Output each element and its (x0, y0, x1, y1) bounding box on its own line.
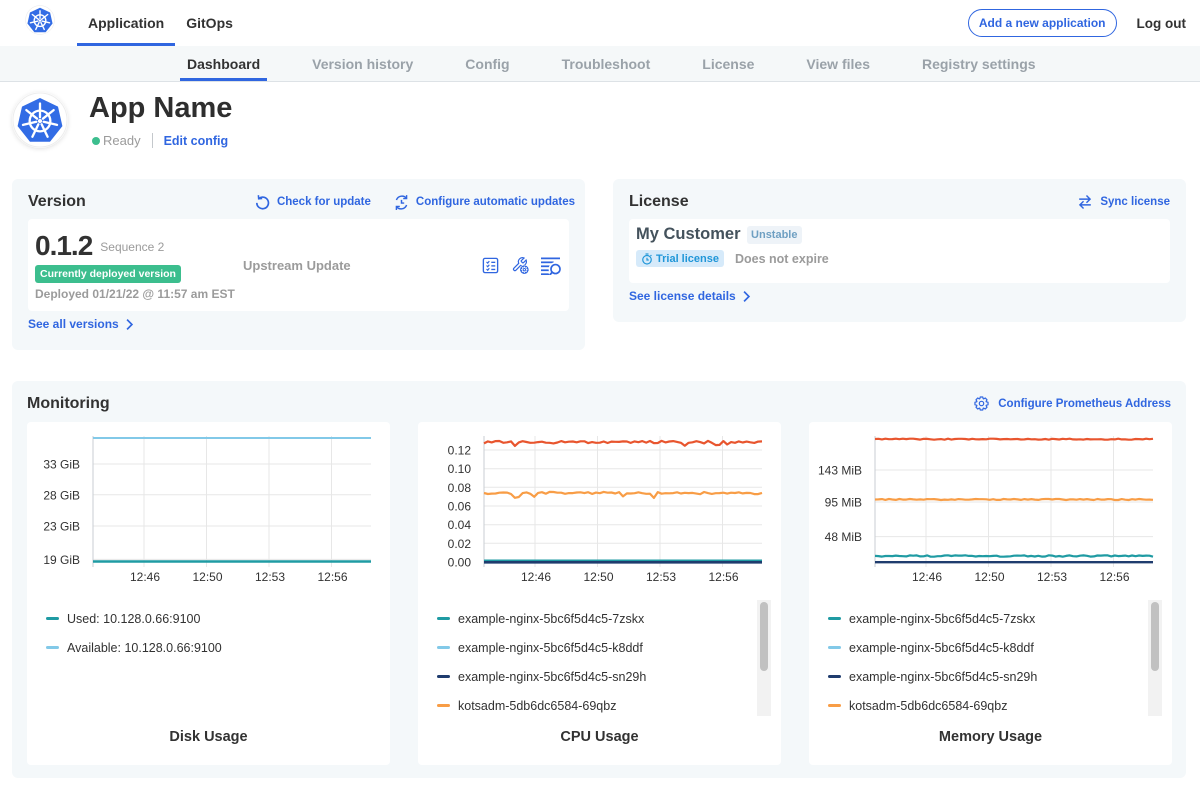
svg-text:0.04: 0.04 (448, 518, 472, 532)
svg-text:12:46: 12:46 (912, 570, 942, 584)
svg-text:0.02: 0.02 (448, 537, 472, 551)
svg-text:12:53: 12:53 (646, 570, 676, 584)
svg-text:12:50: 12:50 (192, 570, 222, 584)
svg-text:23 GiB: 23 GiB (43, 520, 80, 534)
svg-text:0.12: 0.12 (448, 444, 472, 458)
svg-text:28 GiB: 28 GiB (43, 488, 80, 502)
svg-text:143 MiB: 143 MiB (818, 464, 862, 478)
svg-text:33 GiB: 33 GiB (43, 458, 80, 472)
svg-text:12:46: 12:46 (521, 570, 551, 584)
svg-text:0.10: 0.10 (448, 462, 472, 476)
svg-text:0.06: 0.06 (448, 500, 472, 514)
svg-text:12:56: 12:56 (708, 570, 738, 584)
svg-text:95 MiB: 95 MiB (825, 496, 862, 510)
svg-text:12:46: 12:46 (130, 570, 160, 584)
svg-text:19 GiB: 19 GiB (43, 553, 80, 567)
svg-text:12:56: 12:56 (1099, 570, 1129, 584)
svg-text:12:50: 12:50 (974, 570, 1004, 584)
svg-text:12:53: 12:53 (1037, 570, 1067, 584)
svg-text:12:50: 12:50 (583, 570, 613, 584)
svg-text:12:53: 12:53 (255, 570, 285, 584)
svg-text:12:56: 12:56 (317, 570, 347, 584)
svg-text:0.00: 0.00 (448, 556, 472, 570)
svg-text:48 MiB: 48 MiB (825, 530, 862, 544)
svg-text:0.08: 0.08 (448, 481, 472, 495)
